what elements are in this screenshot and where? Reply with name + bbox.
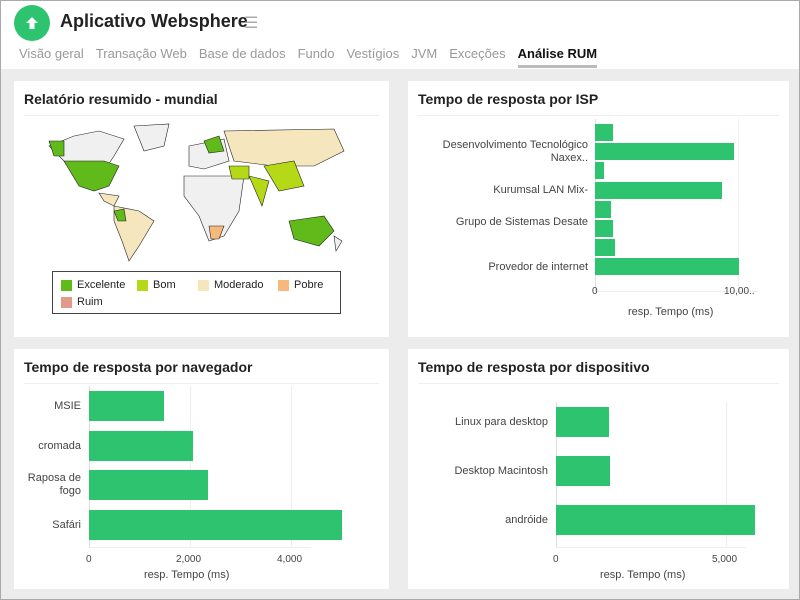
tab-2[interactable]: Base de dados [198, 46, 286, 61]
tab-bar: Visão geral Transação Web Base de dados Fun… [19, 46, 598, 68]
panel-title: Tempo de resposta por navegador [24, 359, 253, 375]
category-label: Raposa de fogo [27, 472, 81, 497]
legend-item[interactable]: Bom [137, 279, 176, 291]
hamburger-menu-icon[interactable]: ☰ [244, 15, 259, 32]
app-title: Aplicativo Websphere [60, 11, 248, 31]
tick-label: 4,000 [277, 554, 303, 565]
legend-item[interactable]: Ruim [61, 296, 103, 308]
tick-label: 10,00.. [724, 286, 755, 297]
bar[interactable] [595, 200, 611, 218]
category-label: Kurumsal LAN Mix- [493, 184, 588, 197]
axis-baseline [595, 291, 758, 292]
legend-swatch [61, 279, 72, 291]
category-label: andróide [505, 514, 548, 526]
arrow-up-icon [26, 17, 38, 29]
bar[interactable] [595, 258, 740, 276]
tick-label: 0 [86, 554, 92, 565]
app-header: Aplicativo Websphere ☰ Visão geral Transa… [1, 1, 799, 69]
legend-item[interactable]: Pobre [278, 279, 323, 291]
bar[interactable] [89, 430, 194, 461]
gridline [726, 402, 727, 547]
map-legend: Excelente Bom Moderado Pobre Ruim [52, 271, 341, 314]
axis-line [89, 386, 90, 547]
gridline [190, 386, 191, 547]
category-label: Provedor de internet [488, 260, 588, 273]
x-axis-title: resp. Tempo (ms) [144, 569, 230, 581]
tick-label: 0 [553, 554, 559, 565]
legend-label: Pobre [294, 279, 324, 291]
bar[interactable] [89, 470, 209, 500]
category-label: Grupo de Sistemas Desate [455, 215, 588, 228]
tab-3[interactable]: Fundo [297, 46, 335, 61]
device-chart-panel: Tempo de resposta por dispositivo Linux … [408, 349, 789, 589]
x-axis-title: resp. Tempo (ms) [600, 569, 686, 581]
legend-swatch [137, 279, 148, 291]
panel-title: Tempo de resposta por dispositivo [418, 359, 650, 375]
axis-baseline [89, 547, 311, 548]
isp-chart-panel: Tempo de resposta por ISP Desenvolviment… [408, 81, 789, 337]
tab-6[interactable]: Exceções [449, 46, 506, 61]
tab-4[interactable]: Vestígios [346, 46, 400, 61]
legend-label: Ruim [77, 296, 103, 308]
tick-label: 5,000 [712, 554, 738, 565]
bar[interactable] [556, 407, 610, 437]
tab-0[interactable]: Visão geral [19, 46, 84, 61]
bar[interactable] [595, 143, 734, 161]
tick-label: 0 [592, 286, 598, 297]
gridline [738, 119, 739, 291]
legend-label: Bom [153, 279, 176, 291]
category-label: Linux para desktop [455, 416, 548, 428]
divider [418, 383, 779, 384]
legend-label: Excelente [77, 279, 126, 291]
panel-title: Relatório resumido - mundial [24, 91, 218, 107]
browser-chart-panel: Tempo de resposta por navegador MSIE crom… [14, 349, 389, 589]
bar[interactable] [595, 181, 723, 199]
category-label: Desktop Macintosh [454, 465, 548, 477]
tab-7[interactable]: Análise RUM [517, 46, 598, 68]
bar[interactable] [556, 456, 611, 486]
world-map[interactable] [44, 121, 349, 266]
bar[interactable] [595, 162, 604, 180]
world-map-panel: Relatório resumido - mundial Excelente Bo… [14, 81, 389, 337]
axis-baseline [556, 547, 746, 548]
gridline [291, 386, 292, 547]
app-logo[interactable] [14, 5, 50, 41]
legend-swatch [198, 279, 209, 291]
bar[interactable] [556, 505, 755, 535]
x-axis-title: resp. Tempo (ms) [628, 306, 714, 318]
category-label: Safári [52, 518, 81, 531]
bar[interactable] [89, 509, 342, 540]
bar[interactable] [595, 239, 616, 257]
legend-swatch [61, 296, 72, 308]
category-label: Desenvolvimento Tecnológico Naxex.. [442, 138, 588, 164]
tick-label: 2,000 [176, 554, 202, 565]
legend-label: Moderado [214, 279, 264, 291]
divider [24, 383, 379, 384]
legend-swatch [278, 279, 289, 291]
panel-title: Tempo de resposta por ISP [418, 91, 599, 107]
divider [418, 115, 779, 116]
divider [24, 115, 379, 116]
bar[interactable] [89, 391, 164, 421]
legend-item[interactable]: Excelente [61, 279, 125, 291]
bar[interactable] [595, 124, 613, 141]
tab-5[interactable]: JVM [411, 46, 438, 61]
bar[interactable] [595, 220, 613, 237]
legend-item[interactable]: Moderado [198, 279, 264, 291]
category-label: cromada [38, 439, 81, 452]
category-label: MSIE [54, 400, 81, 412]
tab-1[interactable]: Transação Web [95, 46, 187, 61]
